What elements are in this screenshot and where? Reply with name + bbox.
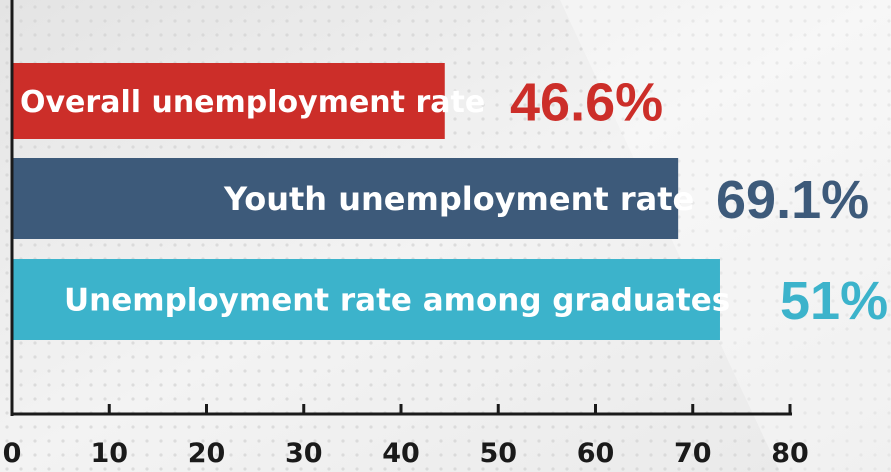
bar-category-label: Overall unemployment rate [20,85,485,120]
x-tick-label: 10 [90,438,128,469]
bar-3 [12,259,720,340]
x-tick-label: 80 [771,438,809,469]
bar-value-label: 51% [780,271,888,331]
x-tick-label: 70 [674,438,712,469]
bar-2 [12,158,679,239]
x-axis: 0 10 20 30 40 50 60 70 80 [3,0,809,469]
bar-category-label: Youth unemployment rate [223,180,694,218]
x-tick-label: 50 [479,438,517,469]
background-light-shape [560,0,891,472]
bar-value-label: 46.6% [510,72,663,132]
bar-1 [12,63,445,139]
x-tick-label: 60 [577,438,615,469]
bar-value-label: 69.1% [716,170,869,230]
bars-layer: Overall unemployment rate 46.6% Youth unem… [12,63,888,340]
bar-category-label: Unemployment rate among graduates [64,283,730,319]
x-tick-label: 40 [382,438,420,469]
x-tick-label: 30 [285,438,323,469]
x-tick-label: 0 [3,438,22,469]
x-tick-label: 20 [188,438,226,469]
